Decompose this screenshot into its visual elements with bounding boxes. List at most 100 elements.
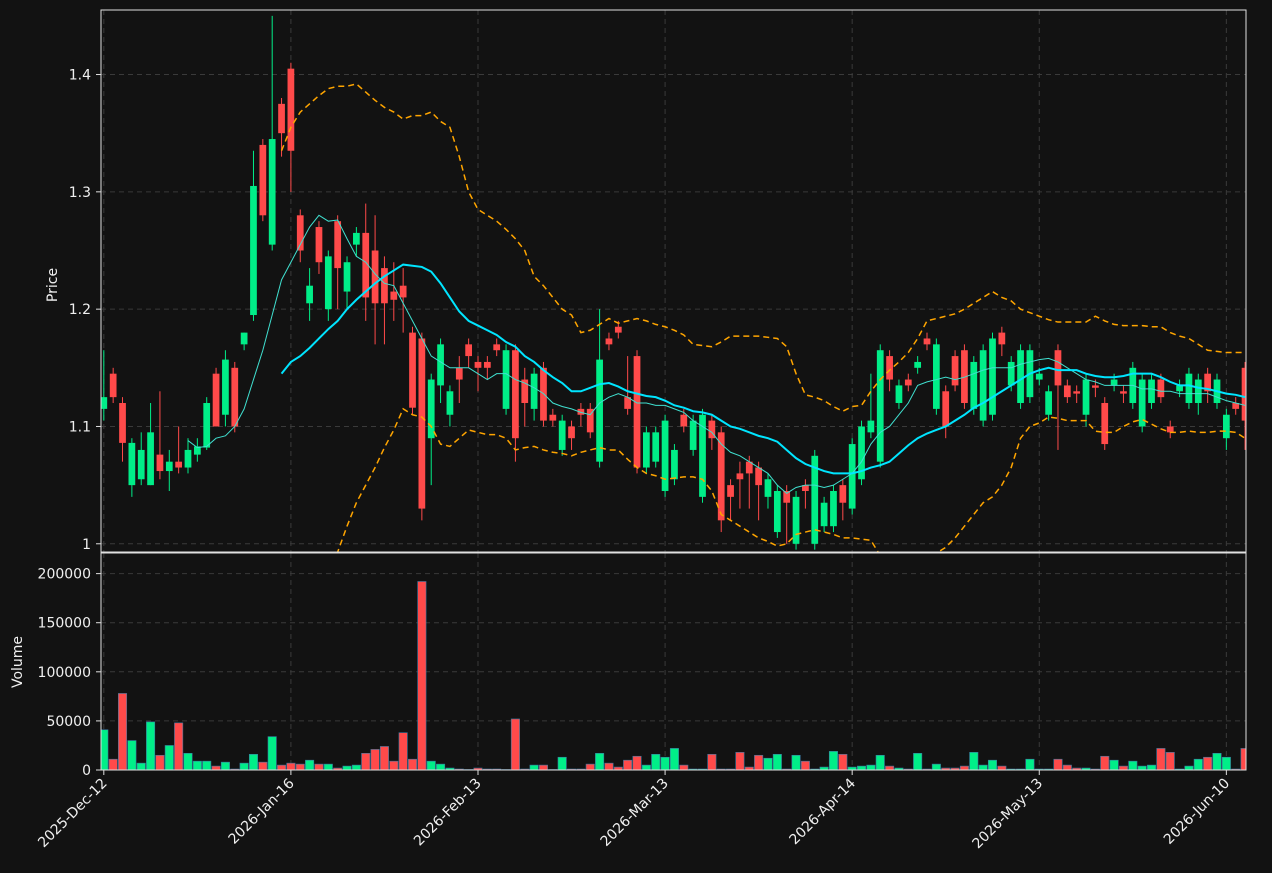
candle-body (1232, 403, 1240, 409)
candle-body (1063, 385, 1071, 398)
candle-body (156, 454, 164, 472)
candle-body (343, 262, 351, 292)
candle-body (334, 221, 342, 269)
volume-bar (679, 764, 689, 770)
candle-body (680, 414, 688, 427)
volume-bar (595, 753, 605, 770)
y-tick-label: 1 (82, 537, 91, 553)
volume-bar (1221, 756, 1231, 770)
candle-body (914, 361, 922, 368)
candle-body (671, 449, 678, 480)
candle-body (699, 414, 706, 497)
volume-bar (585, 763, 595, 770)
volume-bar (1193, 758, 1203, 770)
candle-body (830, 490, 837, 527)
volume-bar (819, 766, 829, 770)
candle-body (455, 367, 463, 380)
candle-body (923, 338, 931, 345)
candle-body (1082, 379, 1090, 415)
volume-bar (754, 754, 764, 770)
candle-body (512, 350, 519, 439)
candle-body (717, 432, 725, 521)
volume-bar (277, 764, 287, 770)
volume-bar (1137, 765, 1147, 770)
volume-bar (426, 760, 436, 770)
volume-bar (632, 755, 642, 770)
volume-bar (857, 765, 867, 770)
volume-bar (623, 759, 633, 770)
volume-bar (735, 752, 745, 770)
y-tick-label: 0 (82, 763, 91, 779)
candle-body (1148, 379, 1155, 404)
volume-bar (258, 761, 268, 770)
candle-body (942, 391, 950, 427)
volume-bar (361, 753, 371, 770)
candle-body (661, 420, 669, 491)
candle-body (989, 338, 996, 415)
candle-body (876, 350, 884, 462)
volume-bar (866, 764, 876, 770)
candle-body (1222, 414, 1230, 439)
volume-bar (707, 753, 717, 770)
volume-bar (931, 763, 941, 770)
candle-body (530, 373, 538, 409)
candle-body (446, 391, 454, 415)
candle-body (437, 344, 444, 386)
volume-bar (136, 762, 146, 770)
volume-bar (651, 753, 661, 770)
volume-bar (660, 756, 670, 770)
volume-bar (997, 765, 1007, 770)
volume-bar (1156, 748, 1166, 770)
candle-body (643, 432, 650, 468)
candle-body (465, 344, 473, 357)
candle-body (315, 227, 323, 263)
candle-body (1176, 385, 1183, 392)
volume-bar (211, 765, 221, 770)
volume-bar (885, 765, 895, 770)
volume-bar (146, 721, 156, 770)
candle-body (306, 285, 313, 304)
candle-body (353, 232, 360, 245)
volume-bar (1212, 753, 1222, 770)
candle-body (1241, 367, 1246, 421)
volume-bar (763, 757, 773, 770)
candle-body (961, 350, 968, 404)
candle-body (652, 432, 660, 462)
volume-bar (174, 722, 184, 770)
candle-body (193, 446, 201, 455)
candle-body (502, 350, 510, 409)
candle-body (119, 403, 126, 443)
volume-bar (305, 759, 315, 770)
candle-body (745, 461, 753, 474)
candle-body (1110, 379, 1118, 386)
candle-body (1194, 379, 1202, 404)
candle-body (483, 361, 491, 368)
volume-bar (1025, 758, 1035, 770)
candle-body (783, 490, 791, 503)
candle-body (296, 215, 304, 251)
volume-bar (1118, 765, 1128, 770)
candle-body (371, 250, 379, 304)
volume-bar (529, 764, 539, 770)
volume-bar (389, 760, 399, 770)
volume-bar (669, 748, 679, 770)
candle-body (904, 379, 912, 386)
volume-bar (407, 758, 418, 770)
candle-body (596, 359, 603, 462)
candle-body (147, 432, 154, 486)
candle-body (1073, 391, 1081, 394)
volume-bar (1165, 752, 1175, 770)
volume-bar (987, 759, 998, 770)
volume-bar (351, 764, 361, 770)
volume-plot (101, 581, 1246, 770)
volume-bar (398, 732, 408, 770)
volume-bar (969, 752, 979, 770)
volume-bar (744, 766, 754, 770)
candle-body (708, 420, 716, 439)
candle-body (558, 420, 566, 450)
candle-body (222, 359, 229, 415)
volume-bar (220, 761, 230, 770)
volume-bar (370, 749, 380, 770)
candle-body (792, 496, 800, 544)
